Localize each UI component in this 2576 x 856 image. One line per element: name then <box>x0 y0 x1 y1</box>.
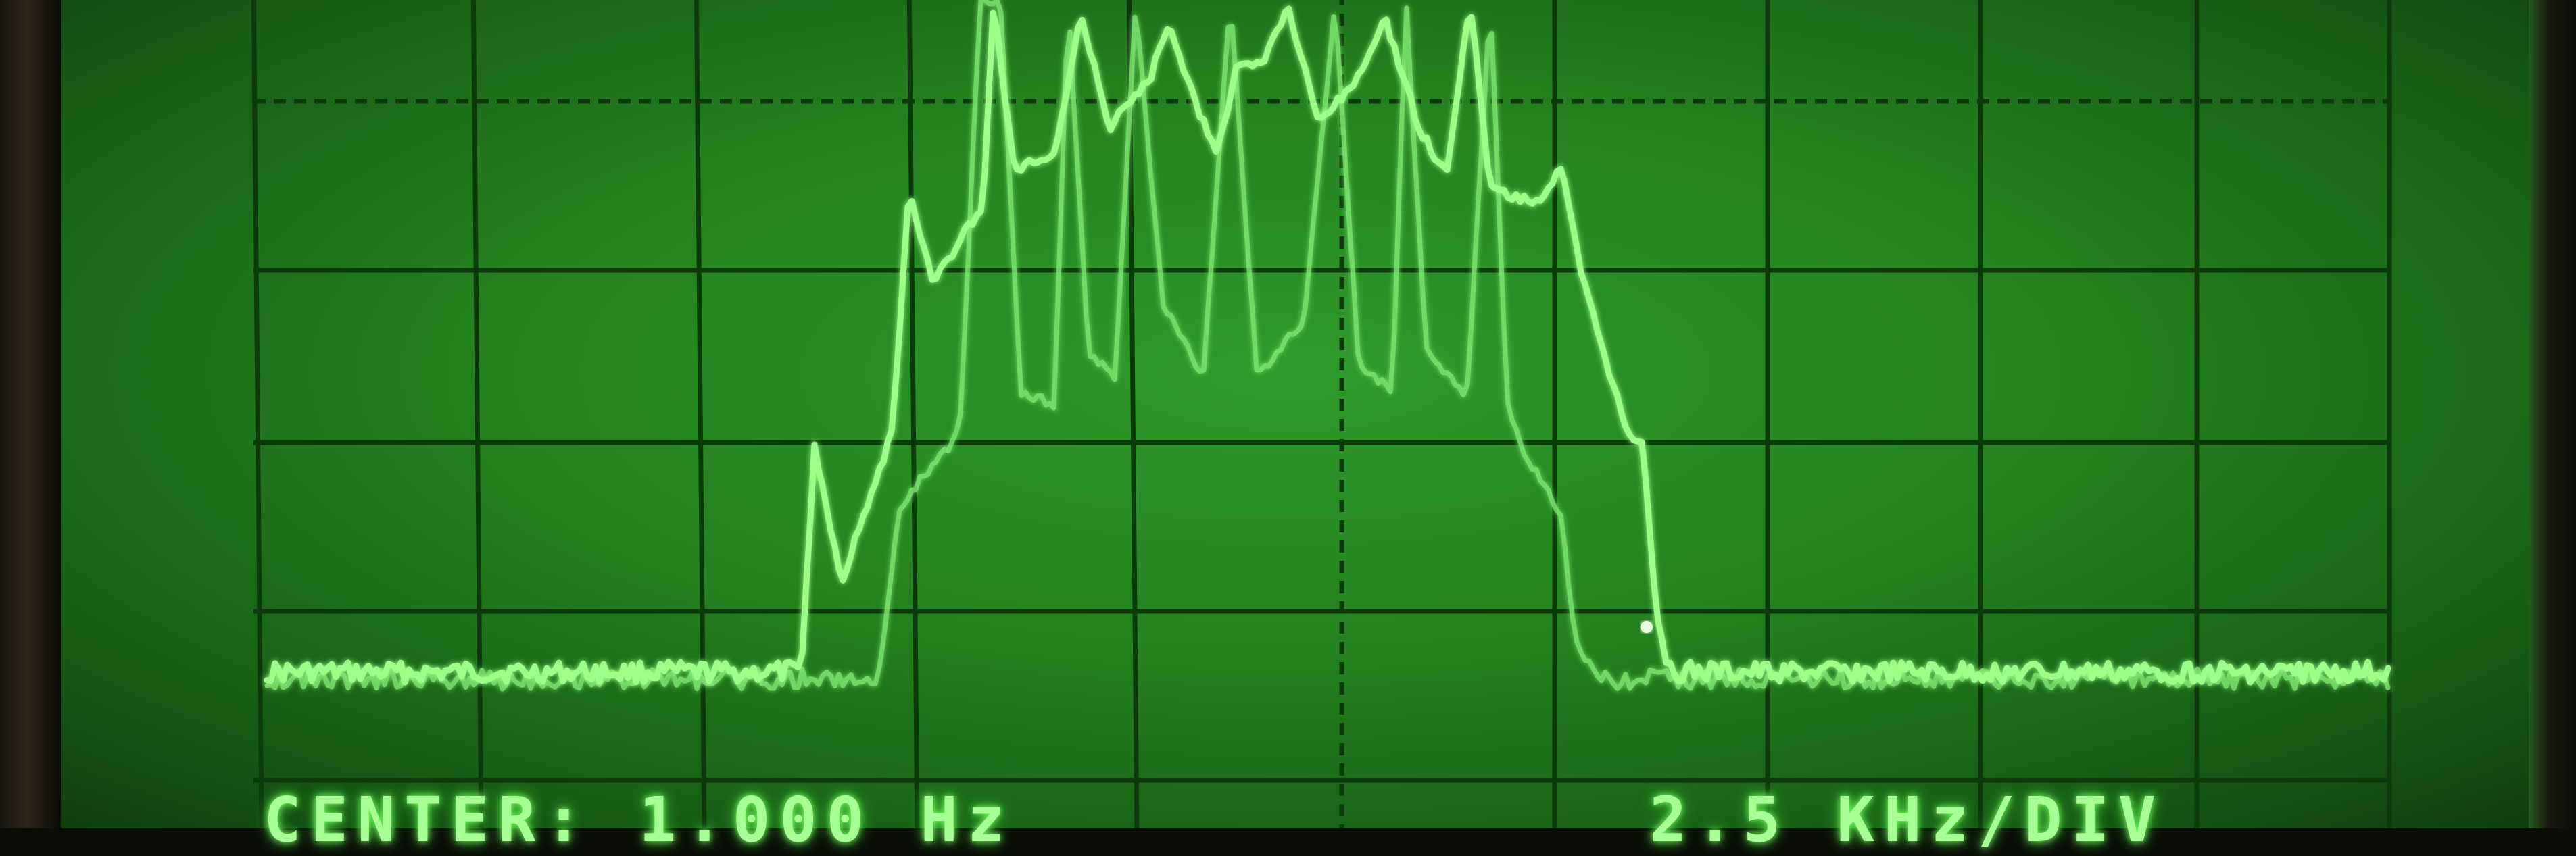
span-per-division-readout: 2.5 KHz/DIV <box>1649 784 2166 856</box>
graticule-vertical-line <box>251 0 264 828</box>
center-frequency-readout: CENTER: 1.000 Hz <box>264 784 1015 856</box>
right-bezel <box>2529 0 2576 828</box>
graticule-vertical-line <box>470 0 484 828</box>
spectrum-trace-primary <box>264 5 2391 686</box>
graticule-vertical-line <box>906 0 920 828</box>
spectrum-display <box>251 0 2392 828</box>
graticule-vertical-line <box>694 0 707 828</box>
left-bezel <box>0 0 61 828</box>
trace-marker-dot <box>1641 621 1653 633</box>
